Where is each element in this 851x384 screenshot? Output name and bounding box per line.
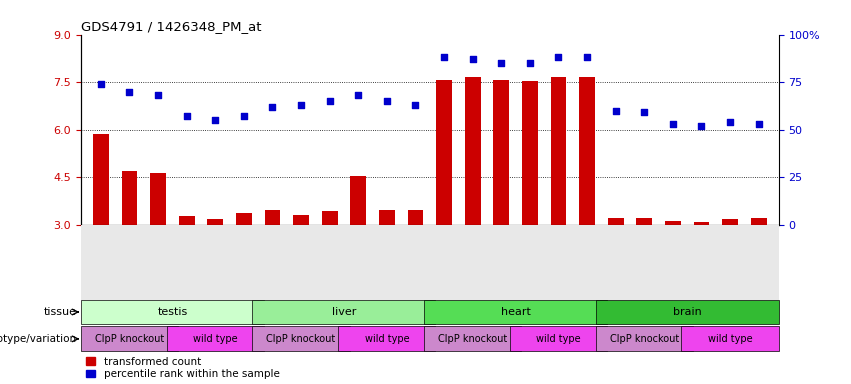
Bar <box>522 81 538 225</box>
Point <box>94 81 108 87</box>
Bar <box>637 218 652 225</box>
Point <box>408 102 422 108</box>
Point <box>151 92 165 98</box>
Point <box>608 108 622 114</box>
Text: wild type: wild type <box>364 334 409 344</box>
Bar <box>93 134 109 225</box>
Text: GDS4791 / 1426348_PM_at: GDS4791 / 1426348_PM_at <box>81 20 261 33</box>
Bar <box>150 173 166 225</box>
Point <box>380 98 394 104</box>
Point <box>123 89 136 95</box>
Bar <box>424 300 607 324</box>
Bar <box>465 77 481 225</box>
Bar <box>265 210 280 225</box>
Text: heart: heart <box>500 307 530 317</box>
Text: ClpP knockout: ClpP knockout <box>266 334 335 344</box>
Bar <box>751 218 767 225</box>
Point <box>437 54 451 60</box>
Bar <box>551 77 566 225</box>
Point <box>351 92 365 98</box>
Text: ClpP knockout: ClpP knockout <box>438 334 507 344</box>
Text: genotype/variation: genotype/variation <box>0 334 77 344</box>
Bar <box>510 326 607 351</box>
Bar <box>253 300 436 324</box>
Bar <box>494 79 509 225</box>
Point <box>637 109 651 116</box>
Point <box>323 98 336 104</box>
Point <box>551 54 565 60</box>
Text: ClpP knockout: ClpP knockout <box>94 334 164 344</box>
Point <box>494 60 508 66</box>
Point <box>580 54 594 60</box>
Bar <box>694 222 710 225</box>
Point <box>523 60 537 66</box>
Point <box>266 104 279 110</box>
Bar <box>665 222 681 225</box>
Legend: transformed count, percentile rank within the sample: transformed count, percentile rank withi… <box>86 357 280 379</box>
Bar <box>379 210 395 225</box>
Text: brain: brain <box>673 307 701 317</box>
Bar <box>122 171 137 225</box>
Bar <box>408 210 423 225</box>
Point <box>751 121 765 127</box>
Bar <box>437 79 452 225</box>
Bar <box>351 175 366 225</box>
Bar <box>81 300 264 324</box>
Bar <box>208 219 223 225</box>
Text: tissue: tissue <box>43 307 77 317</box>
Point <box>208 117 222 123</box>
Bar <box>338 326 436 351</box>
Bar <box>424 326 522 351</box>
Bar <box>294 215 309 225</box>
Bar <box>253 326 350 351</box>
Bar <box>722 219 738 225</box>
Bar <box>81 326 178 351</box>
Bar <box>608 218 624 225</box>
Bar <box>596 300 779 324</box>
Bar <box>580 77 595 225</box>
Point <box>465 56 479 62</box>
Bar <box>682 326 779 351</box>
Bar <box>236 213 252 225</box>
Point <box>180 113 193 119</box>
Bar <box>179 216 195 225</box>
Point <box>723 119 737 125</box>
Text: ClpP knockout: ClpP knockout <box>609 334 679 344</box>
Point <box>694 123 708 129</box>
Text: testis: testis <box>157 307 187 317</box>
Text: wild type: wild type <box>536 334 580 344</box>
Bar <box>167 326 264 351</box>
Bar <box>322 211 338 225</box>
Bar <box>596 326 693 351</box>
Text: wild type: wild type <box>193 334 237 344</box>
Text: liver: liver <box>332 307 357 317</box>
Point <box>237 113 251 119</box>
Point <box>294 102 308 108</box>
Point <box>666 121 680 127</box>
Text: wild type: wild type <box>708 334 752 344</box>
